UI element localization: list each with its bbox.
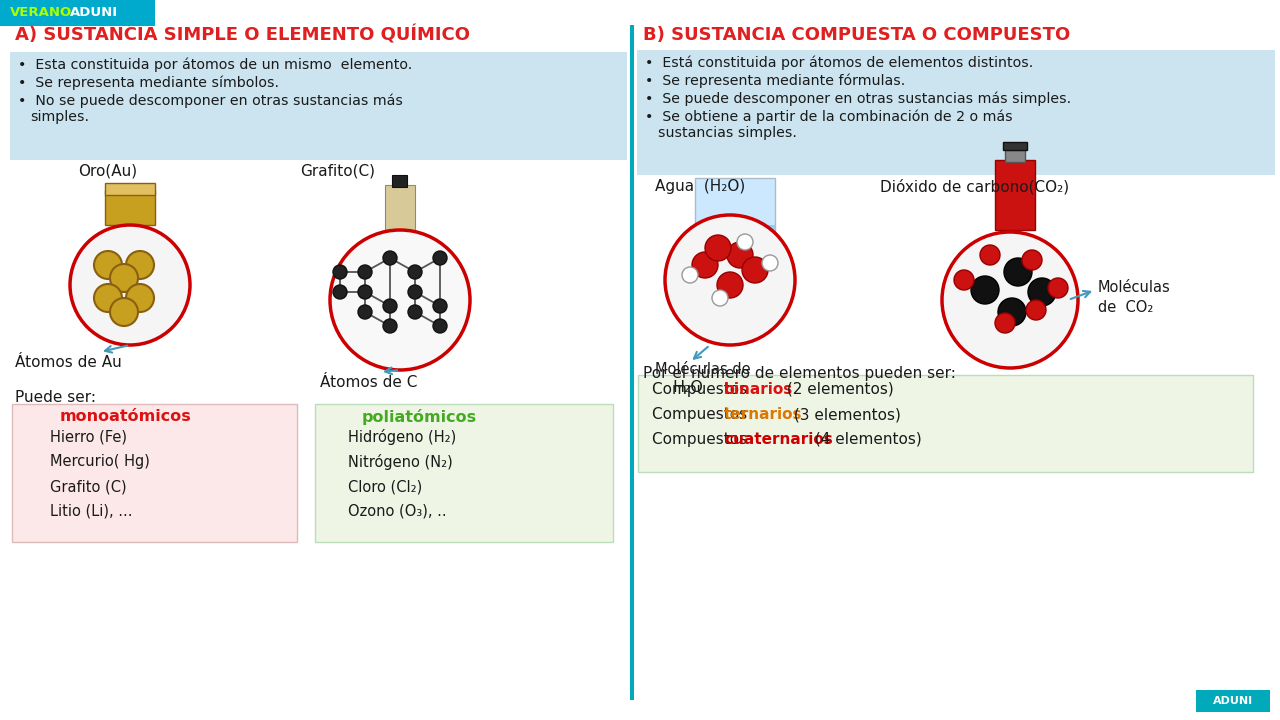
Text: Nitrógeno (N₂): Nitrógeno (N₂) [348,454,453,470]
FancyBboxPatch shape [637,50,1275,175]
FancyBboxPatch shape [10,52,627,160]
Text: Mercurio( Hg): Mercurio( Hg) [50,454,150,469]
Circle shape [110,264,138,292]
Circle shape [717,272,742,298]
Circle shape [70,225,189,345]
Circle shape [433,319,447,333]
Text: ADUNI: ADUNI [1213,696,1253,706]
Circle shape [408,285,422,299]
Circle shape [737,234,753,250]
Circle shape [383,319,397,333]
Text: Grafito(C): Grafito(C) [300,164,375,179]
Circle shape [383,299,397,313]
Text: (3 elementos): (3 elementos) [788,407,901,422]
Text: Cloro (Cl₂): Cloro (Cl₂) [348,479,422,494]
Circle shape [333,265,347,279]
Text: de  CO₂: de CO₂ [1098,300,1153,315]
Circle shape [383,251,397,265]
Circle shape [358,265,372,279]
Text: Agua  (H₂O): Agua (H₂O) [655,179,745,194]
Text: (4 elementos): (4 elementos) [810,432,922,447]
Text: Por el número de elementos pueden ser:: Por el número de elementos pueden ser: [643,365,956,381]
Text: Grafito (C): Grafito (C) [50,479,127,494]
FancyBboxPatch shape [637,375,1253,472]
Circle shape [666,215,795,345]
Circle shape [110,298,138,326]
Text: (2 elementos): (2 elementos) [782,382,893,397]
Circle shape [682,267,698,283]
Text: cuaternarios: cuaternarios [724,432,833,447]
Circle shape [998,298,1027,326]
Circle shape [972,276,998,304]
Text: Átomos de C: Átomos de C [320,375,417,390]
FancyBboxPatch shape [392,175,407,187]
Text: binarios: binarios [724,382,794,397]
Circle shape [762,255,778,271]
Text: Ozono (O₃), ..: Ozono (O₃), .. [348,504,447,519]
Circle shape [942,232,1078,368]
Text: •  Está constituida por átomos de elementos distintos.: • Está constituida por átomos de element… [645,56,1033,71]
FancyBboxPatch shape [1196,690,1270,712]
FancyBboxPatch shape [12,404,297,542]
Text: VERANO: VERANO [10,6,72,19]
Circle shape [1004,258,1032,286]
Text: Hierro (Fe): Hierro (Fe) [50,429,127,444]
Circle shape [408,305,422,319]
Text: Puede ser:: Puede ser: [15,390,96,405]
FancyBboxPatch shape [105,190,155,225]
FancyBboxPatch shape [695,225,774,233]
Text: B) SUSTANCIA COMPUESTA O COMPUESTO: B) SUSTANCIA COMPUESTA O COMPUESTO [643,26,1070,44]
Circle shape [333,285,347,299]
Circle shape [1021,250,1042,270]
Circle shape [1027,300,1046,320]
Circle shape [358,285,372,299]
Circle shape [712,290,728,306]
Circle shape [705,235,731,261]
Text: poliatómicos: poliatómicos [362,409,477,425]
Circle shape [727,242,753,268]
Text: sustancias simples.: sustancias simples. [658,126,797,140]
Text: •  No se puede descomponer en otras sustancias más: • No se puede descomponer en otras susta… [18,94,403,109]
Text: •  Se representa mediante símbolos.: • Se representa mediante símbolos. [18,76,279,91]
FancyBboxPatch shape [315,404,613,542]
Circle shape [93,251,122,279]
Text: monoatómicos: monoatómicos [60,409,192,424]
FancyBboxPatch shape [0,0,155,26]
Circle shape [995,313,1015,333]
Text: Litio (Li), ...: Litio (Li), ... [50,504,133,519]
Circle shape [954,270,974,290]
Circle shape [1048,278,1068,298]
FancyBboxPatch shape [630,25,634,700]
FancyBboxPatch shape [1005,150,1025,162]
Text: Dióxido de carbono(CO₂): Dióxido de carbono(CO₂) [881,179,1069,194]
Circle shape [93,284,122,312]
FancyBboxPatch shape [385,185,415,230]
Text: Moléculas: Moléculas [1098,280,1171,295]
Circle shape [125,251,154,279]
FancyBboxPatch shape [695,178,774,233]
Circle shape [692,252,718,278]
Text: Compuestos: Compuestos [652,407,753,422]
Text: •  Se obtiene a partir de la combinación de 2 o más: • Se obtiene a partir de la combinación … [645,110,1012,125]
Text: Átomos de Au: Átomos de Au [15,355,122,370]
Circle shape [358,305,372,319]
Text: ADUNI: ADUNI [70,6,118,19]
Circle shape [408,265,422,279]
Circle shape [742,257,768,283]
FancyBboxPatch shape [1004,142,1027,150]
Text: simples.: simples. [29,110,90,124]
FancyBboxPatch shape [995,160,1036,230]
Text: Compuestos: Compuestos [652,382,753,397]
Text: Hidrógeno (H₂): Hidrógeno (H₂) [348,429,456,445]
Circle shape [433,251,447,265]
Text: Compuestos: Compuestos [652,432,753,447]
Circle shape [330,230,470,370]
Text: •  Se representa mediante fórmulas.: • Se representa mediante fórmulas. [645,74,905,89]
Text: •  Esta constituida por átomos de un mismo  elemento.: • Esta constituida por átomos de un mism… [18,58,412,73]
FancyBboxPatch shape [105,183,155,195]
Text: H₂O: H₂O [672,380,703,395]
Circle shape [125,284,154,312]
Circle shape [1028,278,1056,306]
Circle shape [980,245,1000,265]
